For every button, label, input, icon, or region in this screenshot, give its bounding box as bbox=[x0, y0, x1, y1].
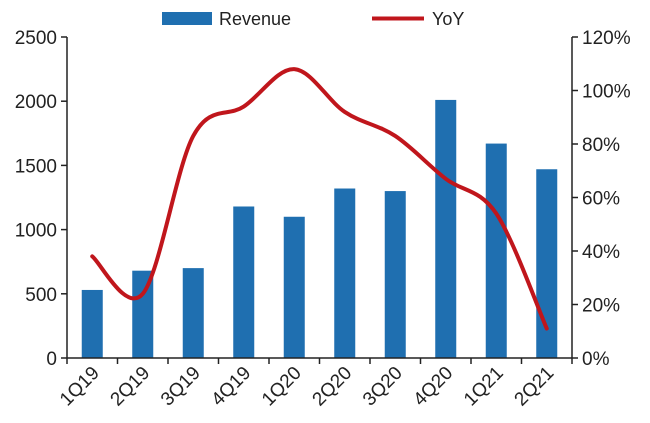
left-tick-label: 0 bbox=[46, 349, 57, 370]
right-tick-label: 60% bbox=[582, 189, 620, 210]
bar-1Q19 bbox=[81, 289, 103, 358]
x-axis-ticks: 1Q19 2Q19 3Q19 4Q19 1Q20 2Q20 3Q20 4Q20 1Q21 2Q21 bbox=[56, 358, 573, 411]
bar-3Q20 bbox=[384, 191, 406, 358]
bar-4Q19 bbox=[233, 206, 255, 358]
bar-1Q20 bbox=[283, 216, 305, 358]
right-tick-label: 0% bbox=[582, 349, 610, 370]
x-tick-label: 2Q21 bbox=[511, 363, 559, 411]
right-tick-label: 40% bbox=[582, 242, 620, 263]
right-tick-label: 120% bbox=[582, 28, 631, 49]
right-tick-label: 20% bbox=[582, 296, 620, 317]
yoy-line-layer bbox=[90, 67, 549, 331]
right-axis-ticks: 0% 20% 40% 60% 80% 100% 120% bbox=[572, 28, 631, 370]
x-tick-label: 4Q20 bbox=[410, 363, 458, 411]
yoy-line bbox=[90, 67, 549, 331]
x-tick-label: 3Q19 bbox=[157, 363, 205, 411]
x-tick-label: 1Q19 bbox=[56, 363, 104, 411]
left-tick-label: 500 bbox=[25, 285, 57, 306]
bar-2Q19 bbox=[132, 270, 154, 358]
left-tick-label: 1500 bbox=[15, 156, 57, 177]
legend-swatch-revenue bbox=[162, 12, 212, 25]
left-tick-label: 2500 bbox=[15, 28, 57, 49]
x-tick-label: 2Q19 bbox=[107, 363, 155, 411]
left-tick-label: 1000 bbox=[15, 221, 57, 242]
x-tick-label: 4Q19 bbox=[208, 363, 256, 411]
legend-label-yoy: YoY bbox=[432, 9, 464, 29]
revenue-bars bbox=[81, 99, 558, 358]
legend-label-revenue: Revenue bbox=[219, 9, 291, 29]
right-tick-label: 100% bbox=[582, 82, 631, 103]
left-axis-ticks: 0 500 1000 1500 2000 2500 bbox=[15, 28, 67, 370]
right-tick-label: 80% bbox=[582, 135, 620, 156]
bar-2Q20 bbox=[334, 188, 356, 358]
x-tick-label: 1Q20 bbox=[258, 363, 306, 411]
bar-4Q20 bbox=[435, 99, 457, 358]
x-tick-label: 1Q21 bbox=[460, 363, 508, 411]
bar-1Q21 bbox=[485, 143, 507, 358]
bar-3Q19 bbox=[182, 268, 204, 358]
x-tick-label: 3Q20 bbox=[359, 363, 407, 411]
legend: Revenue YoY bbox=[162, 9, 464, 29]
left-tick-label: 2000 bbox=[15, 92, 57, 113]
x-tick-label: 2Q20 bbox=[309, 363, 357, 411]
